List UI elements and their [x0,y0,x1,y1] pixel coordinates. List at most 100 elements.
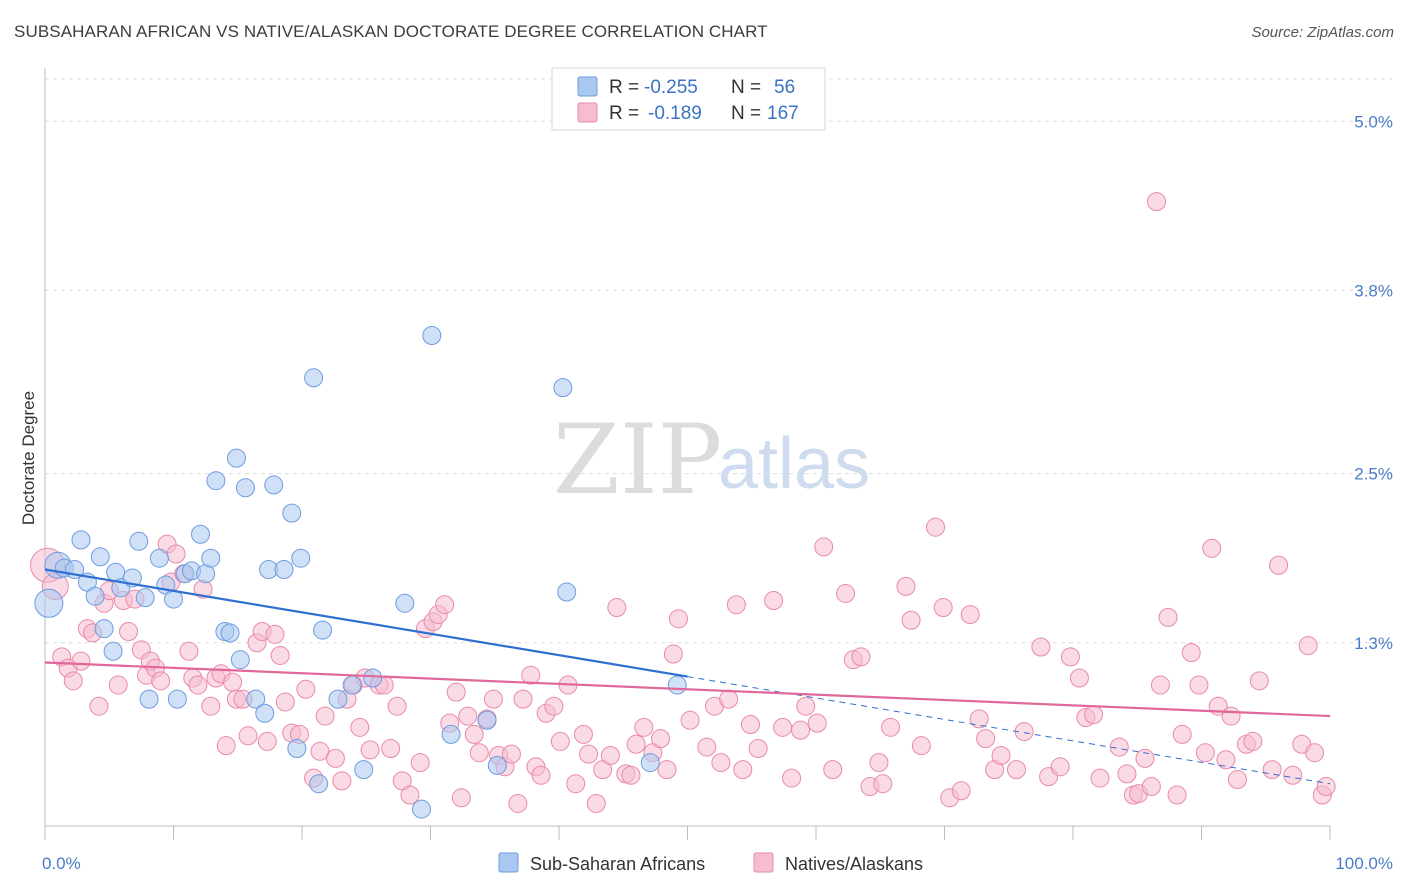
point-natives-alaskans-152 [1135,748,1155,768]
point-natives-alaskans-158 [1181,643,1201,663]
point-sub-saharan-africans-19 [167,689,187,709]
point-natives-alaskans-26 [188,675,208,695]
point-natives-alaskans-111 [764,590,784,610]
point-sub-saharan-africans-16 [149,548,169,568]
point-natives-alaskans-137 [991,746,1011,766]
point-sub-saharan-africans-55 [667,675,687,695]
point-natives-alaskans-124 [873,774,893,794]
point-natives-alaskans-164 [1221,706,1241,726]
point-sub-saharan-africans-32 [255,703,275,723]
point-sub-saharan-africans-39 [304,368,324,388]
point-natives-alaskans-19 [151,671,171,691]
point-natives-alaskans-102 [680,710,700,730]
point-natives-alaskans-54 [360,740,380,760]
point-natives-alaskans-91 [600,746,620,766]
point-sub-saharan-africans-45 [363,668,383,688]
legend-n-value-0: 56 [774,77,795,98]
point-natives-alaskans-119 [836,583,856,603]
point-natives-alaskans-153 [1141,777,1161,797]
x-tick-label-1: 100.0% [1335,854,1393,873]
y-tick-label-3: 5.0% [1354,112,1393,131]
point-natives-alaskans-68 [451,788,471,808]
point-sub-saharan-africans-46 [395,593,415,613]
point-natives-alaskans-109 [740,715,760,735]
point-sub-saharan-africans-44 [354,760,374,780]
legend-r-value-0: -0.255 [644,77,698,98]
y-tick-label-2: 3.8% [1354,281,1393,300]
point-sub-saharan-africans-53 [557,582,577,602]
point-sub-saharan-africans-38 [291,548,311,568]
point-natives-alaskans-113 [782,768,802,788]
legend-r-label-1: R = [609,103,639,124]
point-sub-saharan-africans-35 [274,559,294,579]
point-natives-alaskans-110 [748,738,768,758]
point-sub-saharan-africans-29 [230,650,250,670]
point-natives-alaskans-44 [296,679,316,699]
point-sub-saharan-africans-4 [71,530,91,550]
point-natives-alaskans-87 [573,724,593,744]
point-sub-saharan-africans-40 [309,774,329,794]
point-sub-saharan-africans-37 [287,738,307,758]
point-natives-alaskans-168 [1249,671,1269,691]
point-sub-saharan-africans-51 [487,755,507,775]
point-natives-alaskans-95 [626,734,646,754]
point-natives-alaskans-101 [669,609,689,629]
point-natives-alaskans-39 [265,624,285,644]
point-natives-alaskans-83 [544,696,564,716]
point-sub-saharan-africans-49 [441,724,461,744]
point-natives-alaskans-135 [976,729,996,749]
point-natives-alaskans-32 [223,672,243,692]
point-natives-alaskans-5 [71,651,91,671]
point-natives-alaskans-169 [1262,760,1282,780]
legend-swatch-blue [577,76,598,97]
chart-title: SUBSAHARAN AFRICAN VS NATIVE/ALASKAN DOC… [14,22,768,41]
point-natives-alaskans-84 [550,731,570,751]
point-natives-alaskans-163 [1216,750,1236,770]
point-natives-alaskans-148 [1109,737,1129,757]
point-natives-alaskans-144 [1069,668,1089,688]
point-natives-alaskans-105 [711,753,731,773]
watermark-atlas: atlas [718,424,870,504]
trend-line-sub-saharan-africans [44,568,688,678]
point-natives-alaskans-79 [521,665,541,685]
point-natives-alaskans-155 [1158,607,1178,627]
point-natives-alaskans-161 [1202,538,1222,558]
point-natives-alaskans-115 [796,696,816,716]
point-natives-alaskans-88 [579,744,599,764]
point-natives-alaskans-61 [410,753,430,773]
point-natives-alaskans-22 [166,544,186,564]
point-sub-saharan-africans-22 [190,524,210,544]
point-natives-alaskans-77 [508,793,528,813]
point-sub-saharan-africans-48 [422,326,442,346]
legend-n-value-1: 167 [767,103,799,124]
watermark: ZIP atlas [553,404,870,516]
point-natives-alaskans-154 [1150,675,1170,695]
point-sub-saharan-africans-0 [34,588,64,618]
point-natives-alaskans-47 [315,706,335,726]
point-natives-alaskans-99 [657,760,677,780]
y-tick-labels: 1.3% 2.5% 3.8% 5.0% [1354,112,1393,652]
point-natives-alaskans-107 [726,595,746,615]
point-natives-alaskans-98 [651,729,671,749]
point-sub-saharan-africans-42 [328,689,348,709]
series-legend-label-0: Sub-Saharan Africans [530,854,705,874]
y-axis-label: Doctorate Degree [19,391,38,525]
point-sub-saharan-africans-27 [220,623,240,643]
point-natives-alaskans-57 [381,738,401,758]
point-sub-saharan-africans-8 [94,619,114,639]
point-natives-alaskans-73 [483,689,503,709]
point-sub-saharan-africans-13 [129,531,149,551]
point-natives-alaskans-13 [119,621,139,641]
point-natives-alaskans-60 [400,785,420,805]
point-sub-saharan-africans-28 [226,448,246,468]
point-sub-saharan-africans-36 [282,503,302,523]
point-natives-alaskans-11 [108,675,128,695]
point-natives-alaskans-174 [1305,743,1325,763]
point-natives-alaskans-31 [216,736,236,756]
point-natives-alaskans-94 [621,765,641,785]
point-natives-alaskans-171 [1283,765,1303,785]
point-natives-alaskans-86 [566,774,586,794]
legend-n-label-1: N = [731,103,761,124]
point-natives-alaskans-70 [464,724,484,744]
point-natives-alaskans-40 [270,645,290,665]
